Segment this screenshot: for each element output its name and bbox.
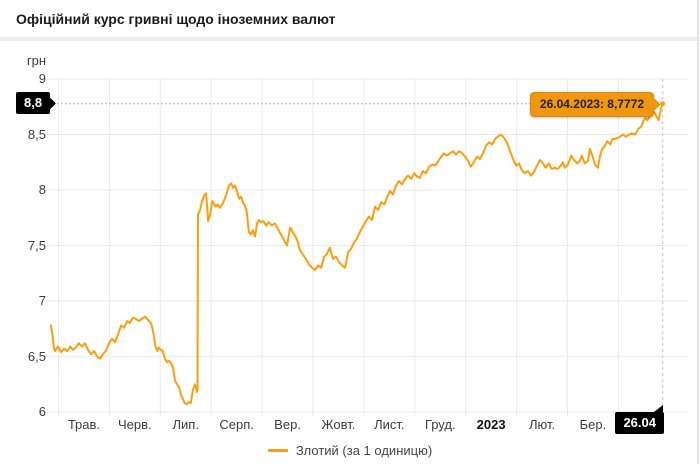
x-tick-label: Трав. bbox=[67, 417, 101, 432]
page-right-border bbox=[697, 0, 699, 464]
x-tick-label: Черв. bbox=[118, 417, 152, 432]
x-tick-label: Лип. bbox=[172, 417, 199, 432]
page-title: Офіційний курс гривні щодо іноземних вал… bbox=[16, 11, 336, 27]
y-tick-label: 8 bbox=[38, 182, 46, 197]
chart-tooltip-text: 26.04.2023: 8,7772 bbox=[539, 97, 644, 111]
current-value-badge-label: 8,8 bbox=[24, 95, 43, 110]
chart-plot[interactable] bbox=[0, 41, 700, 464]
y-tick-label: 6 bbox=[38, 404, 46, 419]
current-date-badge-label: 26.04 bbox=[623, 415, 656, 430]
y-tick-label: 9 bbox=[38, 71, 46, 86]
y-tick-label: 7,5 bbox=[27, 237, 46, 253]
x-tick-label: Вер. bbox=[274, 417, 301, 432]
last-point-marker bbox=[660, 101, 666, 107]
y-tick-label: 7 bbox=[38, 293, 46, 308]
legend-label: Злотий (за 1 одиницю) bbox=[295, 443, 433, 458]
x-tick-label: Бер. bbox=[579, 417, 607, 432]
chart-tooltip: 26.04.2023: 8,7772 bbox=[529, 92, 661, 117]
x-tick-label: Серп. bbox=[219, 417, 254, 432]
x-tick-label: Лют. bbox=[528, 417, 556, 432]
chart-legend[interactable]: Злотий (за 1 одиницю) bbox=[0, 443, 700, 458]
widget-header: Офіційний курс гривні щодо іноземних вал… bbox=[0, 0, 700, 37]
series-line-zloty[interactable] bbox=[49, 102, 664, 406]
y-tick-label: 6,5 bbox=[27, 348, 46, 364]
legend-line-swatch bbox=[267, 449, 288, 452]
badge-arrow-up-icon bbox=[654, 405, 663, 412]
chart-area[interactable]: грн 9 8,5 8 7,5 7 6,5 6 Трав. Черв. Лип. Серп. Вер… bbox=[0, 41, 700, 464]
x-tick-label: 2023 bbox=[476, 417, 506, 432]
current-date-badge: 26.04 bbox=[615, 405, 664, 434]
header-divider bbox=[0, 37, 700, 41]
x-tick-label: Груд. bbox=[424, 417, 456, 432]
current-value-badge: 8,8 bbox=[16, 92, 56, 114]
x-tick-label: Жовт. bbox=[321, 417, 356, 432]
y-axis-unit-label: грн bbox=[26, 53, 46, 68]
x-tick-label: Лист. bbox=[374, 417, 405, 432]
gridlines bbox=[46, 78, 688, 416]
y-tick-label: 8,5 bbox=[27, 126, 46, 142]
